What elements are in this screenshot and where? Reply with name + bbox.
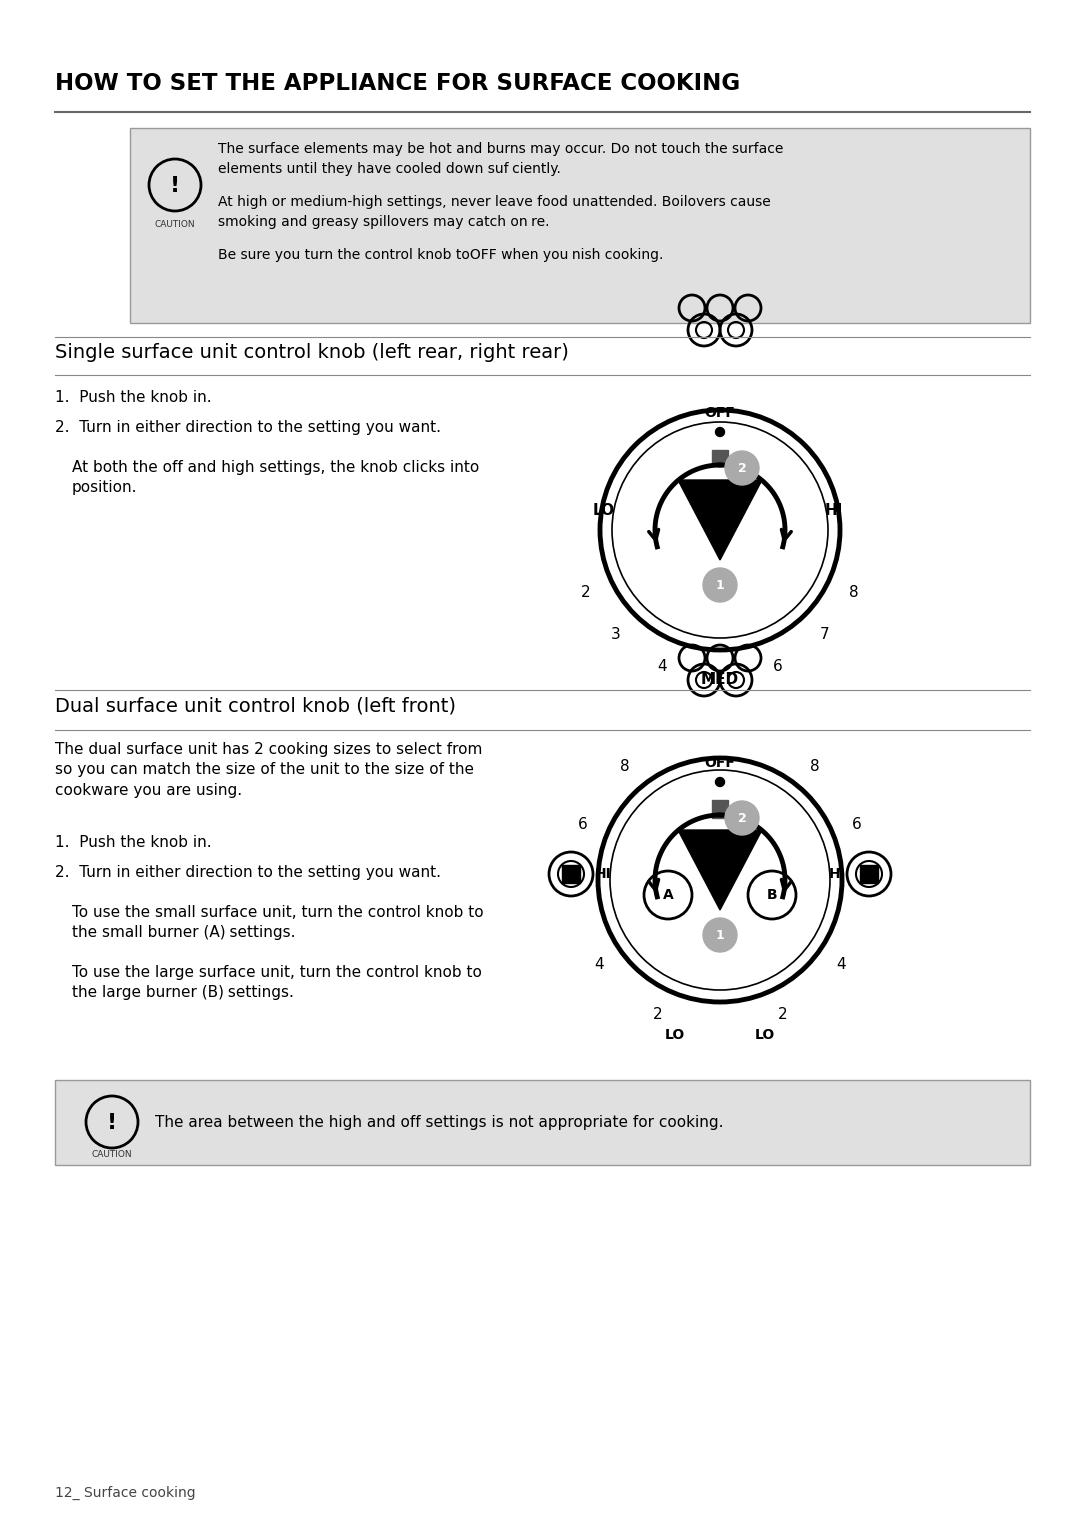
- Text: 3: 3: [610, 627, 620, 643]
- Circle shape: [715, 777, 725, 786]
- Bar: [55, 1080, 1030, 1164]
- Text: 8: 8: [620, 759, 630, 774]
- Circle shape: [725, 802, 759, 835]
- Text: LO: LO: [593, 502, 615, 517]
- Text: 8: 8: [810, 759, 820, 774]
- Text: 2.  Turn in either direction to the setting you want.: 2. Turn in either direction to the setti…: [55, 864, 441, 880]
- Text: 1.  Push the knob in.: 1. Push the knob in.: [55, 835, 212, 851]
- Text: To use the small surface unit, turn the control knob to
the small burner (A) set: To use the small surface unit, turn the …: [72, 906, 484, 941]
- Bar: [130, 129, 1030, 323]
- Text: The area between the high and off settings is not appropriate for cooking.: The area between the high and off settin…: [156, 1115, 724, 1131]
- Text: 12_ Surface cooking: 12_ Surface cooking: [55, 1486, 195, 1499]
- Bar: [712, 800, 728, 819]
- Text: 4: 4: [594, 958, 604, 973]
- Text: !: !: [107, 1112, 117, 1134]
- Text: HI: HI: [828, 868, 845, 881]
- Text: 2: 2: [738, 462, 746, 474]
- Circle shape: [715, 427, 725, 436]
- Text: At high or medium-high settings, never leave food unattended. Boilovers cause
sm: At high or medium-high settings, never l…: [218, 194, 771, 228]
- Text: 2.  Turn in either direction to the setting you want.: 2. Turn in either direction to the setti…: [55, 421, 441, 435]
- Text: LO: LO: [755, 1028, 775, 1042]
- Text: 6: 6: [578, 817, 588, 832]
- Text: 1.  Push the knob in.: 1. Push the knob in.: [55, 390, 212, 405]
- Circle shape: [703, 918, 737, 952]
- Text: CAUTION: CAUTION: [92, 1151, 133, 1160]
- Bar: [860, 864, 878, 883]
- Text: At both the off and high settings, the knob clicks into
position.: At both the off and high settings, the k…: [72, 461, 480, 496]
- Text: Single surface unit control knob (left rear, right rear): Single surface unit control knob (left r…: [55, 343, 569, 363]
- Text: 8: 8: [849, 584, 859, 600]
- Circle shape: [703, 568, 737, 601]
- Text: 2: 2: [581, 584, 591, 600]
- Text: HI: HI: [825, 502, 843, 517]
- Bar: [712, 450, 728, 467]
- Text: Be sure you turn the control knob toOFF when you nish cooking.: Be sure you turn the control knob toOFF …: [218, 248, 663, 262]
- Text: 7: 7: [820, 627, 829, 643]
- Polygon shape: [678, 829, 762, 910]
- Text: 6: 6: [852, 817, 862, 832]
- Text: 2: 2: [652, 1007, 662, 1022]
- Text: HOW TO SET THE APPLIANCE FOR SURFACE COOKING: HOW TO SET THE APPLIANCE FOR SURFACE COO…: [55, 72, 740, 95]
- Text: 6: 6: [773, 659, 783, 673]
- Text: A: A: [663, 887, 673, 903]
- Text: OFF: OFF: [704, 756, 735, 770]
- Text: 4: 4: [658, 659, 667, 673]
- Text: LO: LO: [665, 1028, 685, 1042]
- Text: To use the large surface unit, turn the control knob to
the large burner (B) set: To use the large surface unit, turn the …: [72, 965, 482, 1001]
- Text: CAUTION: CAUTION: [154, 220, 195, 230]
- Text: The dual surface unit has 2 cooking sizes to select from
so you can match the si: The dual surface unit has 2 cooking size…: [55, 742, 483, 797]
- Text: HI: HI: [595, 868, 611, 881]
- Text: MED: MED: [701, 672, 739, 687]
- Text: 2: 2: [778, 1007, 787, 1022]
- Text: 2: 2: [738, 811, 746, 825]
- Polygon shape: [678, 480, 762, 560]
- Text: B: B: [767, 887, 778, 903]
- Circle shape: [725, 451, 759, 485]
- Text: Dual surface unit control knob (left front): Dual surface unit control knob (left fro…: [55, 696, 456, 715]
- Text: 1: 1: [716, 929, 725, 941]
- Text: 4: 4: [836, 958, 846, 973]
- Text: OFF: OFF: [704, 405, 735, 421]
- Text: !: !: [170, 176, 180, 196]
- Text: 1: 1: [716, 578, 725, 592]
- Text: The surface elements may be hot and burns may occur. Do not touch the surface
el: The surface elements may be hot and burn…: [218, 142, 783, 176]
- Bar: [562, 864, 580, 883]
